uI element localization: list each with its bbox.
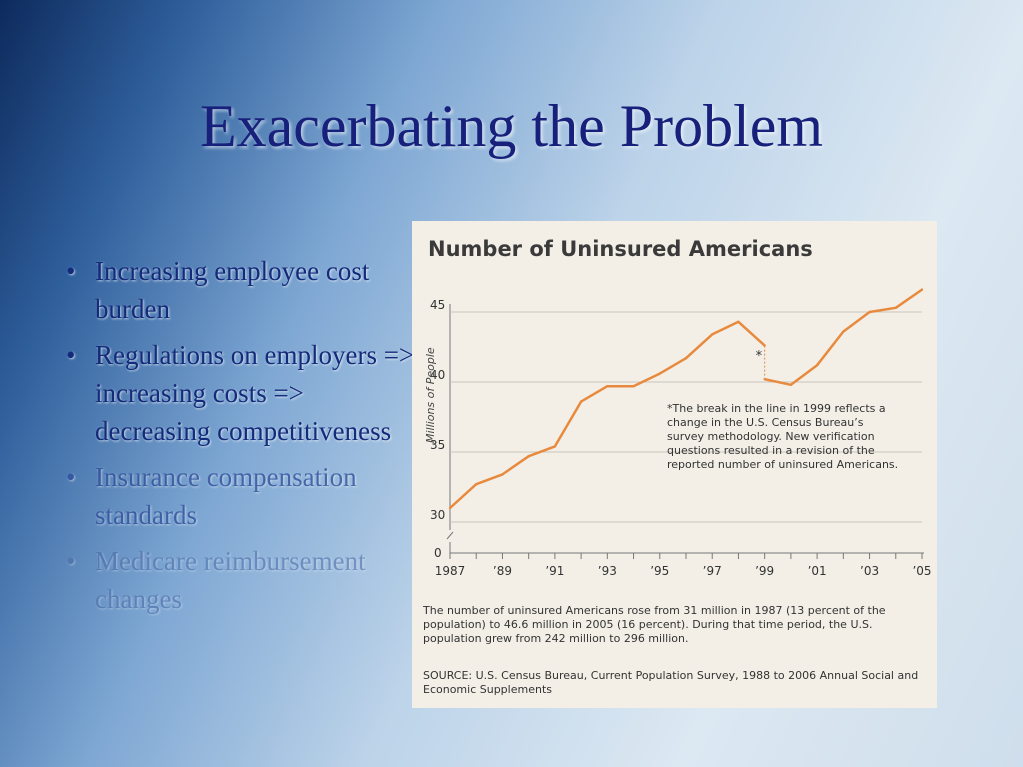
x-tick-label: ’91 bbox=[545, 564, 564, 578]
chart-note: *The break in the line in 1999 reflects … bbox=[667, 402, 932, 472]
slide-title: Exacerbating the Problem bbox=[199, 93, 824, 159]
bullet-item: • Medicare reimbursement changes bbox=[66, 546, 366, 614]
note-line: *The break in the line in 1999 reflects … bbox=[667, 402, 886, 415]
data-point bbox=[763, 378, 766, 381]
data-point bbox=[763, 344, 766, 347]
x-tick-label: ’01 bbox=[808, 564, 827, 578]
series-line bbox=[764, 288, 923, 387]
note-line: survey methodology. New verification bbox=[667, 430, 875, 443]
note-line: change in the U.S. Census Bureau’s bbox=[667, 416, 864, 429]
y-tick-label: 0 bbox=[434, 546, 442, 560]
x-tick-label: ’95 bbox=[650, 564, 669, 578]
x-tick-label: ’89 bbox=[493, 564, 512, 578]
line-chart: 45 40 35 30 0 1987 ’89 ’91 ’93 ’95 ’97 ’99 ’01 ’03 ’05… bbox=[430, 288, 932, 578]
caption-line: population) to 46.6 million in 2005 (16 … bbox=[423, 618, 873, 631]
bullet-item: • Regulations on employers => increasing … bbox=[66, 340, 415, 446]
chart-panel: Number of Uninsured Americans 45 40 35 30 0 1… bbox=[412, 221, 937, 708]
note-line: reported number of uninsured Americans. bbox=[667, 458, 899, 471]
caption-line: The number of uninsured Americans rose f… bbox=[423, 604, 886, 617]
data-point bbox=[448, 506, 452, 510]
data-point bbox=[737, 320, 740, 323]
note-line: questions resulted in a revision of the bbox=[667, 444, 875, 457]
y-tick-label: 35 bbox=[430, 438, 445, 452]
data-point bbox=[501, 473, 504, 476]
data-point bbox=[553, 445, 557, 448]
y-tick-label: 30 bbox=[430, 508, 445, 522]
bullet-list: • Increasing employee cost burden • Regula… bbox=[64, 252, 424, 626]
chart-caption: The number of uninsured Americans rose f… bbox=[423, 604, 933, 646]
break-marker: * bbox=[756, 349, 763, 364]
data-point bbox=[815, 364, 819, 367]
caption-line: population grew from 242 million to 296 … bbox=[423, 632, 689, 645]
data-point bbox=[789, 383, 793, 386]
bullet-item: • Increasing employee cost burden bbox=[66, 256, 370, 324]
data-point bbox=[606, 385, 609, 388]
x-tick-label: ’03 bbox=[860, 564, 879, 578]
data-point bbox=[894, 306, 897, 309]
chart-title: Number of Uninsured Americans bbox=[428, 237, 813, 261]
data-point bbox=[658, 372, 661, 375]
y-axis-label: Millions of People bbox=[424, 347, 437, 443]
data-point bbox=[684, 357, 688, 360]
x-tick-label: ’97 bbox=[703, 564, 722, 578]
y-tick-label: 45 bbox=[430, 298, 445, 312]
bullet-item: • Insurance compensation standards bbox=[66, 462, 357, 530]
chart-source: SOURCE: U.S. Census Bureau, Current Popu… bbox=[423, 669, 933, 697]
x-tick-label: ’99 bbox=[755, 564, 774, 578]
source-line: Economic Supplements bbox=[423, 683, 552, 696]
axis-break-mark bbox=[446, 531, 454, 540]
y-tick-label: 40 bbox=[430, 368, 445, 382]
x-tick-label: ’05 bbox=[912, 564, 931, 578]
x-tick-label: 1987 bbox=[435, 564, 466, 578]
data-point bbox=[475, 483, 478, 486]
x-tick-label: ’93 bbox=[598, 564, 617, 578]
data-point bbox=[842, 330, 845, 333]
data-point bbox=[711, 333, 714, 336]
source-line: SOURCE: U.S. Census Bureau, Current Popu… bbox=[423, 669, 919, 682]
data-point bbox=[579, 400, 583, 403]
data-point bbox=[868, 310, 871, 314]
data-point bbox=[527, 455, 530, 458]
data-point bbox=[632, 385, 635, 388]
data-point bbox=[920, 288, 924, 291]
